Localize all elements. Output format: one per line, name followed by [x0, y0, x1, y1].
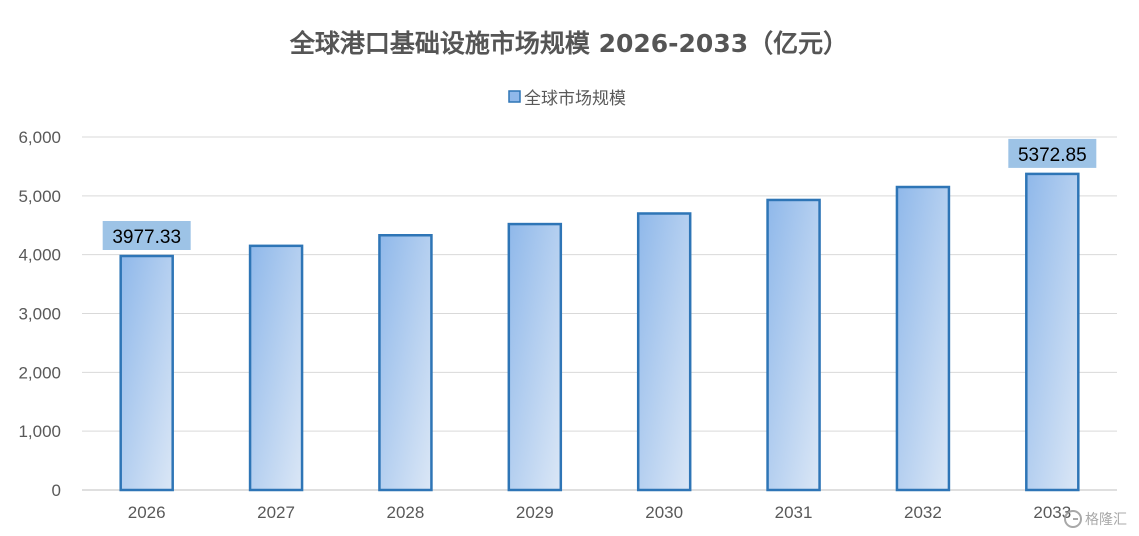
data-label-box [102, 221, 191, 251]
legend: 全球市场规模 [508, 89, 626, 109]
data-labels: 3977.33 5372.85 [102, 138, 1097, 251]
data-label-text: 3977.33 [112, 227, 181, 248]
bar-2027 [248, 244, 304, 492]
y-tick-label: 3,000 [18, 305, 61, 324]
bar-2032 [895, 185, 951, 492]
watermark: 格隆汇 [1064, 510, 1127, 528]
y-tick-label: 2,000 [18, 363, 61, 382]
chart-title: 全球港口基础设施市场规模 2026-2033（亿元） [289, 29, 848, 58]
data-label-text: 5372.85 [1018, 145, 1087, 166]
data-label-box [1008, 138, 1097, 168]
y-tick-label: 1,000 [18, 422, 61, 441]
data-label-2026: 3977.33 [102, 221, 191, 251]
x-tick-label: 2030 [645, 503, 683, 522]
gelonghui-logo-icon [1064, 510, 1082, 528]
x-axis: 2026 2027 2028 2029 2030 2031 2032 2033 [128, 503, 1071, 522]
y-axis: 0 1,000 2,000 3,000 4,000 5,000 6,000 [18, 128, 61, 500]
x-tick-label: 2032 [904, 503, 942, 522]
legend-swatch [508, 90, 521, 103]
watermark-text: 格隆汇 [1085, 512, 1127, 528]
y-tick-label: 4,000 [18, 246, 61, 265]
x-tick-label: 2027 [257, 503, 295, 522]
x-tick-label: 2031 [775, 503, 813, 522]
x-tick-label: 2026 [128, 503, 166, 522]
bar-2029 [507, 222, 563, 492]
bar-2028 [378, 234, 433, 492]
y-tick-label: 6,000 [18, 128, 61, 147]
data-label-2033: 5372.85 [1008, 138, 1097, 168]
x-tick-label: 2033 [1033, 503, 1071, 522]
x-tick-label: 2029 [516, 503, 554, 522]
bar-2030 [636, 212, 692, 492]
bar-2031 [766, 198, 821, 492]
bar-2033 [1025, 172, 1080, 492]
legend-label: 全球市场规模 [524, 89, 626, 109]
y-tick-label: 0 [52, 481, 61, 500]
gridlines [82, 136, 1117, 491]
bars [119, 172, 1080, 492]
bar-2026 [119, 254, 174, 492]
y-tick-label: 5,000 [18, 187, 61, 206]
x-tick-label: 2028 [387, 503, 425, 522]
